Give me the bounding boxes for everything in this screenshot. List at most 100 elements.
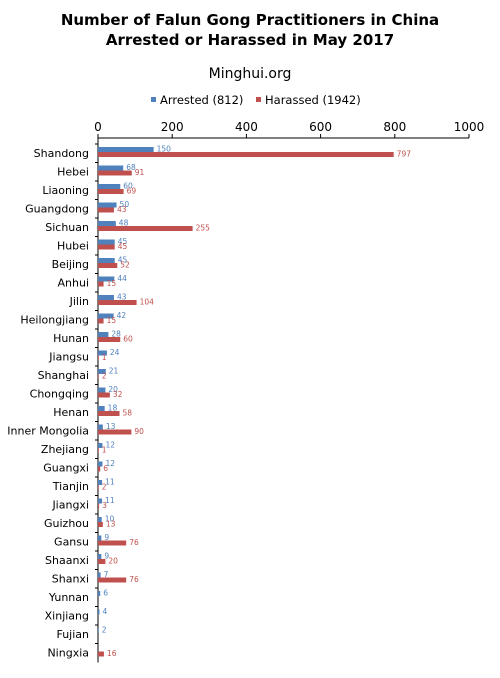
data-label-harassed: 1 — [102, 353, 107, 362]
data-label-harassed: 45 — [118, 242, 128, 251]
chart-title-line-1: Number of Falun Gong Practitioners in Ch… — [61, 11, 439, 29]
bar-harassed — [98, 503, 100, 509]
bar-arrested — [98, 202, 117, 208]
bar-harassed — [98, 337, 121, 342]
data-label-harassed: 13 — [106, 520, 116, 529]
data-label-arrested: 20 — [108, 385, 118, 394]
bar-arrested — [98, 350, 107, 356]
x-tick-label: 600 — [309, 120, 332, 134]
data-label-harassed: 43 — [117, 205, 127, 214]
category-label: Liaoning — [42, 184, 89, 197]
bar-harassed — [98, 651, 104, 657]
category-label: Guangxi — [43, 462, 89, 475]
data-label-arrested: 7 — [104, 570, 109, 579]
bar-arrested — [98, 369, 106, 374]
data-label-harassed: 76 — [129, 575, 139, 584]
bar-arrested — [98, 609, 100, 615]
category-label: Zhejiang — [41, 443, 89, 456]
data-label-harassed: 76 — [129, 538, 139, 547]
legend-swatch-harassed — [256, 97, 261, 102]
category-label: Jiangxi — [51, 499, 89, 512]
bar-arrested — [98, 332, 109, 337]
data-label-arrested: 11 — [105, 478, 115, 487]
bar-harassed — [98, 189, 124, 194]
x-tick-label: 400 — [235, 120, 258, 134]
data-label-arrested: 18 — [108, 404, 118, 413]
category-label: Shaanxi — [45, 554, 89, 567]
category-label: Ningxia — [47, 647, 89, 660]
data-label-harassed: 3 — [102, 501, 107, 510]
chart-title-line-2: Arrested or Harassed in May 2017 — [106, 31, 394, 49]
bar-arrested — [98, 554, 102, 559]
data-labels: 1507976891606950434825545454552441543104… — [102, 145, 411, 659]
data-label-harassed: 69 — [127, 187, 137, 196]
bar-arrested — [98, 480, 103, 485]
bar-arrested — [98, 387, 106, 393]
x-tick-label: 800 — [383, 120, 406, 134]
bar-arrested — [98, 498, 103, 504]
bar-arrested — [98, 628, 99, 633]
bar-harassed — [98, 226, 193, 231]
data-label-arrested: 68 — [126, 163, 136, 172]
bar-harassed — [98, 485, 99, 490]
bar-harassed — [98, 577, 127, 583]
data-label-harassed: 6 — [103, 464, 108, 473]
x-axis: 0 200 400 600 800 1000 — [94, 120, 484, 663]
category-label: Shanxi — [52, 573, 89, 586]
category-label: Henan — [53, 406, 89, 419]
data-label-harassed: 2 — [102, 372, 107, 381]
data-label-arrested: 60 — [123, 182, 133, 191]
bar-harassed — [98, 263, 118, 268]
legend-label-harassed: Harassed (1942) — [265, 93, 361, 107]
bar-arrested — [98, 572, 101, 578]
data-label-arrested: 48 — [119, 219, 129, 228]
data-label-arrested: 11 — [105, 496, 115, 505]
legend-swatch-arrested — [151, 97, 156, 102]
category-label: Tianjin — [52, 480, 89, 493]
bar-harassed — [98, 374, 99, 379]
bar-harassed — [98, 300, 137, 305]
bar-harassed — [98, 152, 394, 157]
data-label-harassed: 2 — [102, 483, 107, 492]
bar-harassed — [98, 559, 106, 564]
bar-harassed — [98, 355, 99, 361]
data-label-harassed: 15 — [107, 279, 117, 288]
bar-harassed — [98, 281, 104, 287]
bar-harassed — [98, 207, 114, 213]
bar-harassed — [98, 540, 127, 546]
data-label-harassed: 16 — [107, 649, 117, 658]
bar-arrested — [98, 591, 101, 596]
bars — [98, 147, 394, 657]
data-label-arrested: 9 — [104, 552, 109, 561]
x-tick-label: 0 — [94, 120, 102, 134]
data-label-arrested: 2 — [102, 626, 107, 635]
category-label: Guangdong — [25, 203, 89, 216]
data-label-arrested: 28 — [111, 330, 121, 339]
category-label: Yunnan — [48, 591, 89, 604]
data-label-harassed: 60 — [123, 335, 133, 344]
x-tick-label: 200 — [161, 120, 184, 134]
category-label: Hunan — [53, 332, 89, 345]
bar-harassed — [98, 522, 103, 527]
data-label-arrested: 6 — [103, 589, 108, 598]
category-label: Jilin — [69, 295, 89, 308]
category-label: Hebei — [57, 166, 89, 179]
bar-arrested — [98, 295, 114, 300]
bar-arrested — [98, 313, 114, 319]
data-label-harassed: 20 — [108, 557, 118, 566]
category-labels: Shandong Hebei Liaoning Guangdong Sichuan Hub… — [7, 147, 89, 660]
category-label: Anhui — [58, 277, 90, 290]
data-label-harassed: 58 — [123, 409, 133, 418]
data-label-arrested: 13 — [106, 422, 116, 431]
bar-arrested — [98, 147, 154, 152]
category-label: Xinjiang — [45, 610, 89, 623]
bar-arrested — [98, 406, 105, 411]
category-label: Guizhou — [44, 517, 89, 530]
bar-arrested — [98, 461, 103, 467]
category-label: Gansu — [54, 536, 89, 549]
category-label: Inner Mongolia — [7, 425, 89, 438]
data-label-arrested: 9 — [104, 533, 109, 542]
bar-arrested — [98, 443, 103, 448]
category-label: Shanghai — [38, 369, 89, 382]
